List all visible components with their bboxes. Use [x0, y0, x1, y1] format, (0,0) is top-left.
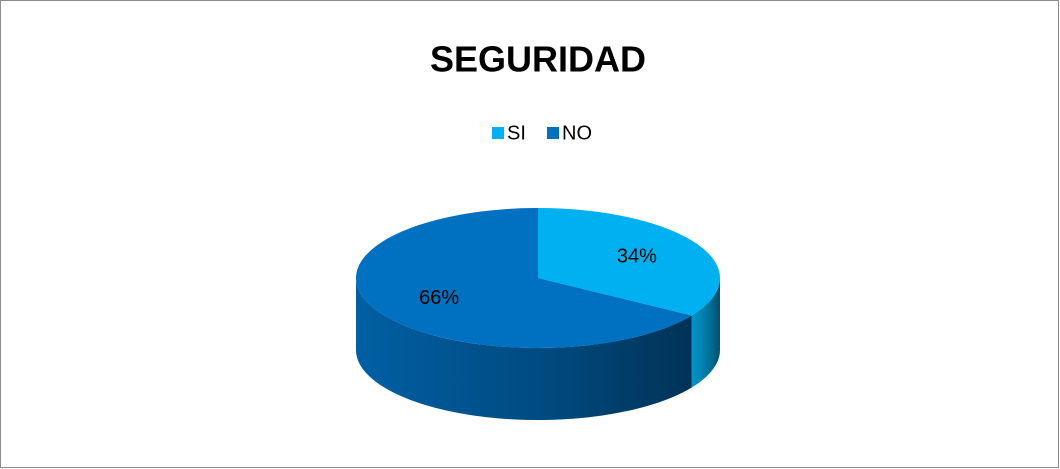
legend-label: SI: [507, 122, 526, 144]
pie-slice: [355, 208, 692, 349]
legend-label: NO: [562, 122, 592, 144]
pie-slice: [538, 208, 720, 316]
legend-swatch: [492, 127, 504, 139]
pie-side-shade: [356, 278, 692, 420]
data-label: 66%: [419, 287, 459, 309]
data-label: 34%: [617, 245, 657, 267]
chart-title: SEGURIDAD: [430, 39, 646, 80]
pie-side-shade: [691, 278, 720, 388]
legend-swatch: [547, 127, 559, 139]
